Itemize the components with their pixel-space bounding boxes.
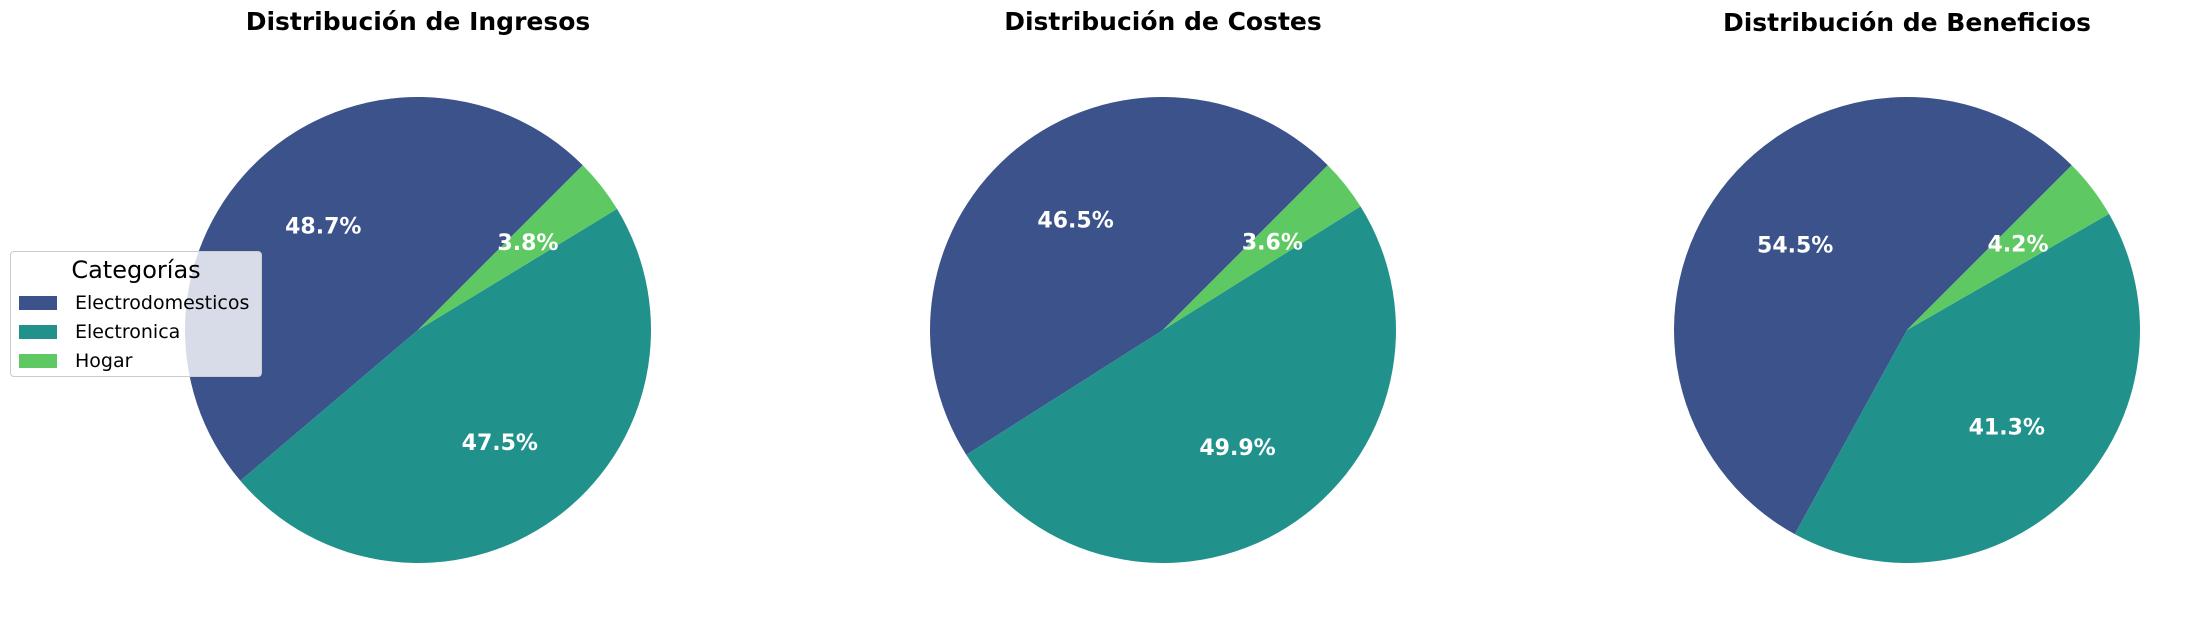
pie-slice-electrodomesticos <box>1674 96 2072 535</box>
pie-percent-label: 49.9% <box>1199 436 1275 461</box>
pie-percent-label: 3.8% <box>497 231 558 256</box>
pie-percent-label: 54.5% <box>1757 234 1833 259</box>
pie-title: Distribución de Ingresos <box>246 7 591 36</box>
legend-swatch-electrodomesticos <box>19 296 57 310</box>
pie-slice-hogar <box>418 165 618 330</box>
legend-label: Hogar <box>75 350 133 372</box>
legend-item-hogar: Hogar <box>19 350 132 372</box>
pie-percent-label: 4.2% <box>1987 233 2048 258</box>
legend-item-electrodomesticos: Electrodomesticos <box>19 292 249 314</box>
legend: Categorías Electrodomesticos Electronica… <box>10 251 262 377</box>
legend-label: Electrodomesticos <box>75 292 250 314</box>
pie-slice-electrodomesticos <box>930 97 1328 455</box>
pie-chart-1: 48.7% 47.5% 3.8% Distribución de Ingresos <box>184 7 651 563</box>
pie-title: Distribución de Beneficios <box>1723 8 2091 37</box>
legend-swatch-hogar <box>19 354 57 368</box>
pie-slice-electronica <box>966 206 1396 563</box>
pie-percent-label: 41.3% <box>1969 415 2045 440</box>
pie-slice-electronica <box>240 208 651 563</box>
legend-label: Electronica <box>75 321 181 343</box>
pie-percent-label: 47.5% <box>462 431 538 456</box>
pie-slice-hogar <box>1907 165 2110 330</box>
legend-title: Categorías <box>71 256 201 284</box>
pie-chart-3: 54.5% 41.3% 4.2% Distribución de Beneficios <box>1674 8 2140 564</box>
pie-percent-label: 46.5% <box>1037 208 1113 233</box>
pie-percent-label: 48.7% <box>285 215 361 240</box>
pie-slice-electrodomesticos <box>184 96 583 481</box>
pie-chart-2: 46.5% 49.9% 3.6% Distribución de Costes <box>930 7 1396 563</box>
pie-slice-hogar <box>1163 165 1361 330</box>
pie-slice-electronica <box>1794 213 2140 564</box>
legend-item-electronica: Electronica <box>19 321 180 343</box>
pie-title: Distribución de Costes <box>1004 7 1322 36</box>
pie-percent-label: 3.6% <box>1242 230 1303 255</box>
legend-swatch-electronica <box>19 325 57 339</box>
